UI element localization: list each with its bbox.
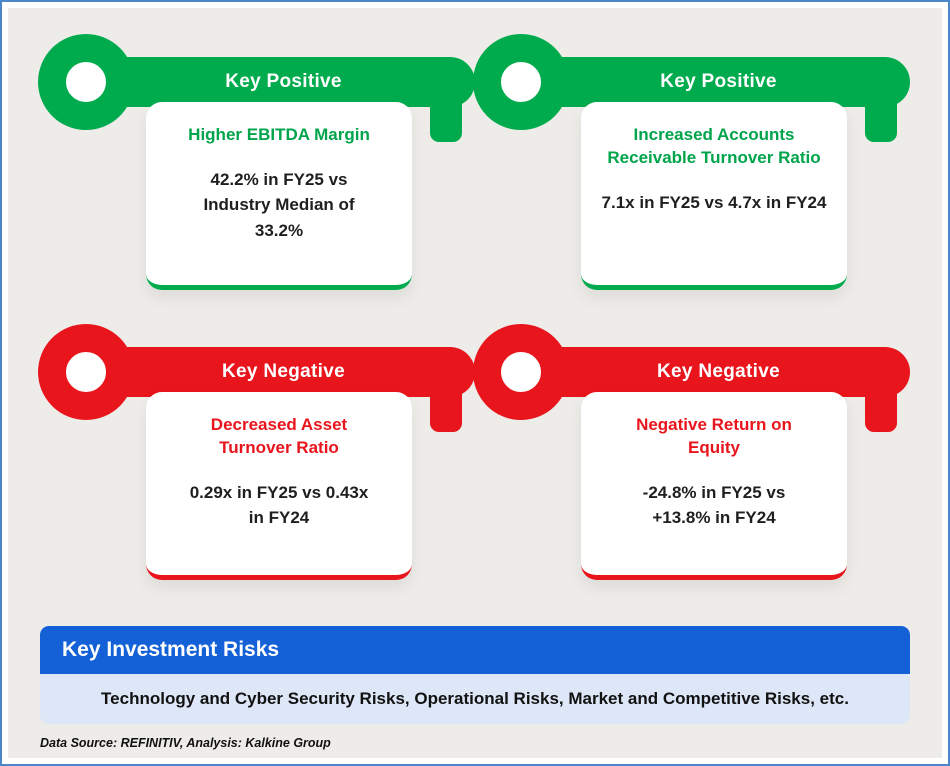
risks-title: Key Investment Risks: [62, 638, 280, 661]
key-negative-return-on-equity: Key Negative Negative Return on Equity -…: [473, 324, 910, 580]
risks-body: Technology and Cyber Security Risks, Ope…: [40, 674, 910, 724]
key-bow-icon: [38, 324, 134, 420]
key-title: Key Negative: [222, 361, 345, 382]
key-title: Key Positive: [660, 71, 777, 92]
card-heading: Increased Accounts Receivable Turnover R…: [607, 125, 821, 167]
key-bow-icon: [473, 34, 569, 130]
key-card: Negative Return on Equity -24.8% in FY25…: [581, 392, 847, 580]
key-investment-risks-section: Key Investment Risks Technology and Cybe…: [40, 626, 910, 724]
key-card: Higher EBITDA Margin 42.2% in FY25 vs In…: [146, 102, 412, 290]
key-bow-icon: [38, 34, 134, 130]
infographic-canvas: Key Positive Higher EBITDA Margin 42.2% …: [8, 8, 942, 758]
card-detail: 7.1x in FY25 vs 4.7x in FY24: [601, 192, 827, 212]
card-heading: Decreased Asset Turnover Ratio: [210, 415, 348, 457]
key-bow-icon: [473, 324, 569, 420]
card-detail: 0.29x in FY25 vs 0.43x in FY24: [189, 482, 369, 528]
key-card: Increased Accounts Receivable Turnover R…: [581, 102, 847, 290]
card-detail: 42.2% in FY25 vs Industry Median of 33.2…: [203, 169, 355, 240]
key-card: Decreased Asset Turnover Ratio 0.29x in …: [146, 392, 412, 580]
key-title: Key Negative: [657, 361, 780, 382]
key-row-top: Key Positive Higher EBITDA Margin 42.2% …: [8, 34, 942, 290]
key-positive-ebitda: Key Positive Higher EBITDA Margin 42.2% …: [38, 34, 475, 290]
card-detail: -24.8% in FY25 vs +13.8% in FY24: [642, 482, 786, 528]
risks-text: Technology and Cyber Security Risks, Ope…: [101, 689, 849, 708]
risks-header: Key Investment Risks: [40, 626, 910, 674]
card-heading: Negative Return on Equity: [636, 415, 792, 457]
key-row-bottom: Key Negative Decreased Asset Turnover Ra…: [8, 324, 942, 580]
key-title: Key Positive: [225, 71, 342, 92]
data-source-note: Data Source: REFINITIV, Analysis: Kalkin…: [40, 736, 331, 750]
key-positive-receivables: Key Positive Increased Accounts Receivab…: [473, 34, 910, 290]
key-negative-asset-turnover: Key Negative Decreased Asset Turnover Ra…: [38, 324, 475, 580]
card-heading: Higher EBITDA Margin: [188, 125, 370, 144]
